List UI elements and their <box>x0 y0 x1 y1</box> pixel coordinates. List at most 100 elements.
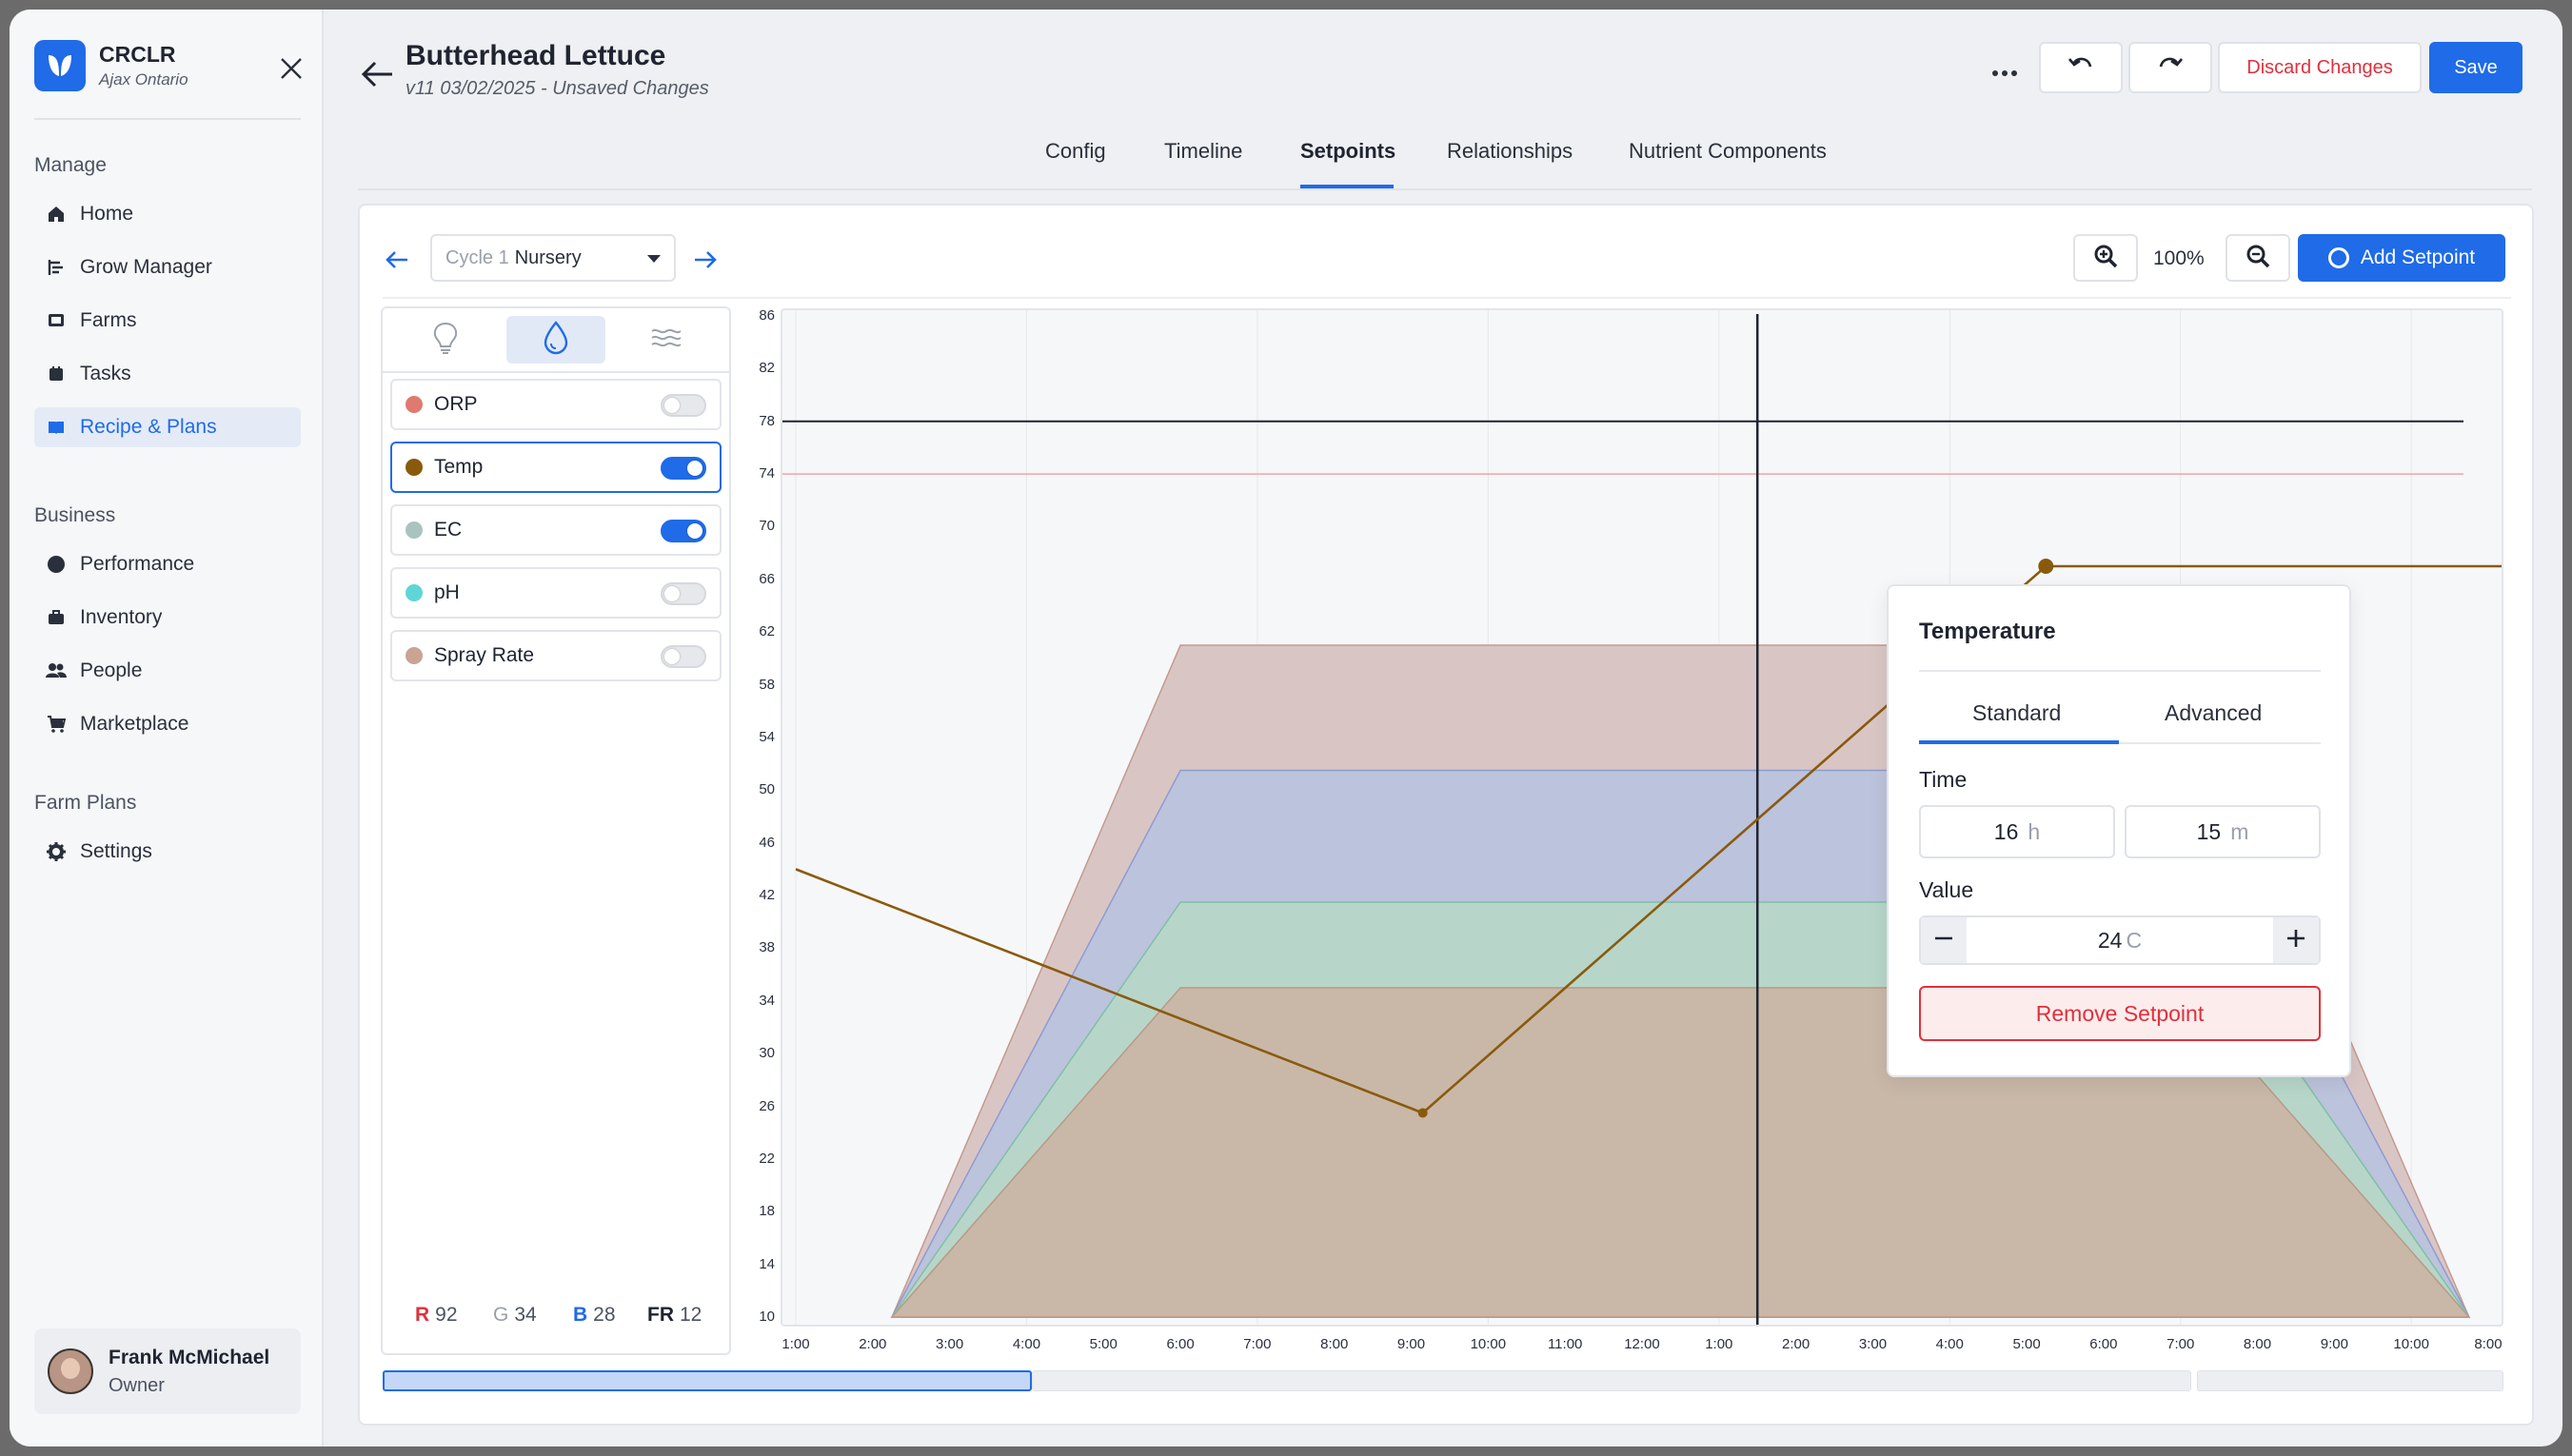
y-tick-label: 42 <box>759 887 775 904</box>
x-tick-label: 8:00 <box>1320 1336 1349 1352</box>
add-setpoint-button[interactable]: Add Setpoint <box>2298 234 2505 282</box>
tab-relationships[interactable]: Relationships <box>1447 139 1573 163</box>
parameter-row-orp[interactable]: ORP <box>390 379 722 430</box>
tab-setpoints[interactable]: Setpoints <box>1300 139 1396 163</box>
sidebar-item-people[interactable]: People <box>34 651 301 691</box>
ph-toggle[interactable] <box>661 582 706 605</box>
page-title: Butterhead Lettuce <box>406 40 666 71</box>
hours-value: 16 <box>1993 818 2019 844</box>
timeline-scroll-track-end[interactable] <box>2197 1370 2503 1391</box>
tab-config[interactable]: Config <box>1045 139 1106 163</box>
hours-input[interactable]: 16 h <box>1919 805 2115 858</box>
user-card[interactable]: Frank McMichael Owner <box>34 1328 301 1414</box>
value-label: Value <box>1919 877 1974 902</box>
air-category-tab[interactable] <box>617 316 716 364</box>
chevron-down-icon <box>647 255 661 263</box>
parameter-row-ph[interactable]: pH <box>390 567 722 619</box>
minus-icon <box>1932 927 1955 954</box>
sidebar-item-label: Marketplace <box>80 713 189 735</box>
setpoints-panel: Cycle 1 Nursery 100% Add Setpoint <box>358 204 2534 1426</box>
sidebar-item-farms[interactable]: Farms <box>34 301 301 341</box>
sidebar-item-recipe-plans[interactable]: Recipe & Plans <box>34 407 301 447</box>
y-tick-label: 86 <box>759 307 775 324</box>
parameter-label: pH <box>434 581 460 603</box>
remove-setpoint-button[interactable]: Remove Setpoint <box>1919 986 2321 1041</box>
lighting-category-tab[interactable] <box>396 316 495 364</box>
plus-icon <box>2285 927 2307 954</box>
next-cycle-arrow-icon[interactable] <box>691 246 720 274</box>
save-button[interactable]: Save <box>2429 42 2523 93</box>
sidebar-item-performance[interactable]: Performance <box>34 544 301 584</box>
avatar <box>48 1348 93 1394</box>
zoom-in-button[interactable] <box>2073 234 2138 282</box>
blue-light-letter: B <box>573 1304 588 1326</box>
setpoint-marker[interactable] <box>2038 559 2054 574</box>
x-tick-label: 4:00 <box>1012 1336 1041 1352</box>
temp-color-dot <box>406 459 423 476</box>
cycle-select[interactable]: Cycle 1 Nursery <box>430 234 676 282</box>
tab-advanced[interactable]: Advanced <box>2165 700 2263 725</box>
ec-toggle[interactable] <box>661 520 706 542</box>
parameter-label: ORP <box>434 393 478 415</box>
temp-toggle[interactable] <box>661 457 706 480</box>
y-tick-label: 82 <box>759 360 775 377</box>
green-light-letter: G <box>493 1304 509 1326</box>
back-arrow-icon[interactable] <box>360 59 394 89</box>
parameter-row-temp[interactable]: Temp <box>390 442 722 493</box>
x-tick-label: 8:00 <box>2243 1336 2272 1352</box>
sidebar-item-tasks[interactable]: Tasks <box>34 354 301 394</box>
x-tick-label: 11:00 <box>1547 1336 1583 1352</box>
toolbar-divider <box>383 297 2511 299</box>
parameter-row-ec[interactable]: EC <box>390 504 722 556</box>
water-category-tab[interactable] <box>506 316 605 364</box>
x-tick-label: 6:00 <box>2089 1336 2118 1352</box>
close-sidebar-icon[interactable] <box>276 53 307 84</box>
popup-active-tab-indicator <box>1919 740 2119 744</box>
y-tick-label: 54 <box>759 728 775 745</box>
sidebar-item-settings[interactable]: Settings <box>34 832 301 872</box>
sidebar-item-grow-manager[interactable]: Grow Manager <box>34 247 301 287</box>
redo-button[interactable] <box>2128 42 2212 93</box>
undo-button[interactable] <box>2039 42 2123 93</box>
spray-rate-color-dot <box>406 647 423 664</box>
sidebar-item-label: Grow Manager <box>80 256 212 278</box>
timeline-scroll-thumb[interactable] <box>383 1370 1032 1391</box>
app-window: CRCLR Ajax Ontario Manage Home Grow Mana… <box>10 10 2562 1446</box>
sidebar-divider <box>34 118 301 120</box>
tab-timeline[interactable]: Timeline <box>1164 139 1243 163</box>
spray-rate-toggle[interactable] <box>661 645 706 668</box>
more-options-icon[interactable] <box>1986 59 2024 88</box>
discard-changes-button[interactable]: Discard Changes <box>2218 42 2422 93</box>
home-icon <box>46 204 67 225</box>
setpoint-marker[interactable] <box>1417 1108 1428 1118</box>
people-icon <box>46 660 67 681</box>
sidebar-item-inventory[interactable]: Inventory <box>34 598 301 638</box>
timeline-scroll-track[interactable] <box>1032 1370 2191 1391</box>
parameter-label: Spray Rate <box>434 644 535 666</box>
decrement-button[interactable] <box>1921 917 1967 963</box>
x-tick-label: 3:00 <box>936 1336 964 1352</box>
orp-toggle[interactable] <box>661 394 706 417</box>
minutes-value: 15 <box>2196 818 2222 844</box>
far-red-light-value: FR 12 <box>647 1304 702 1327</box>
parameter-row-spray-rate[interactable]: Spray Rate <box>390 630 722 681</box>
zoom-out-button[interactable] <box>2226 234 2290 282</box>
sidebar-item-home[interactable]: Home <box>34 194 301 234</box>
inventory-icon <box>46 607 67 628</box>
previous-cycle-arrow-icon[interactable] <box>383 246 411 274</box>
increment-button[interactable] <box>2273 917 2319 963</box>
gear-icon <box>46 841 67 862</box>
minutes-input[interactable]: 15 m <box>2125 805 2321 858</box>
temperature-series-line <box>795 564 2527 1114</box>
value-input[interactable]: 24 C <box>1967 917 2273 963</box>
brand: CRCLR Ajax Ontario <box>34 40 188 91</box>
x-tick-label: 12:00 <box>1624 1336 1660 1352</box>
popup-title: Temperature <box>1919 619 2056 644</box>
y-tick-label: 14 <box>759 1255 775 1272</box>
ph-color-dot <box>406 584 423 601</box>
sidebar-item-marketplace[interactable]: Marketplace <box>34 704 301 744</box>
tab-standard[interactable]: Standard <box>1972 700 2062 725</box>
parameter-category-tabs <box>383 308 729 373</box>
tab-nutrient-components[interactable]: Nutrient Components <box>1629 139 1827 163</box>
app-location: Ajax Ontario <box>99 70 188 89</box>
